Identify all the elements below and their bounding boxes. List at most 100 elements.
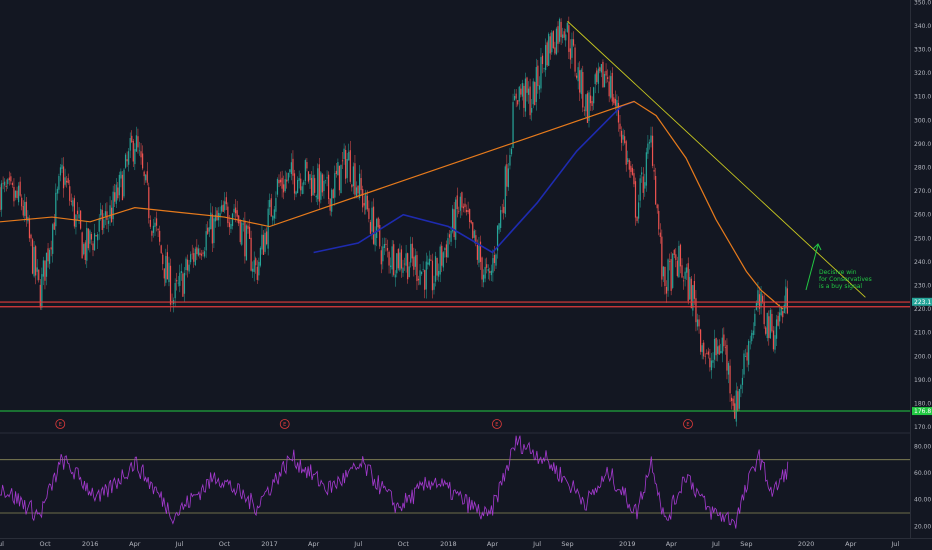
candle-body <box>137 136 139 148</box>
candle-body <box>452 208 454 232</box>
candle-body <box>118 174 120 196</box>
candle-body <box>467 210 469 213</box>
candle-body <box>256 266 258 280</box>
candle-body <box>723 334 725 347</box>
candle-body <box>255 258 257 266</box>
candle-body <box>309 174 311 181</box>
candle-body <box>707 351 709 355</box>
candle-body <box>159 230 161 242</box>
candle-body <box>335 170 337 175</box>
candle-body <box>142 153 144 169</box>
candle-body <box>140 151 142 158</box>
candle-body <box>67 178 69 184</box>
buy-signal-arrow <box>805 244 819 291</box>
candle-body <box>213 218 215 244</box>
candle-body <box>541 55 544 65</box>
earnings-marker[interactable] <box>491 419 502 429</box>
candle-body <box>647 143 649 154</box>
candle-body <box>650 135 652 143</box>
candle-body <box>388 251 390 266</box>
candle-body <box>507 168 509 188</box>
candle-body <box>580 69 582 95</box>
candle-body <box>0 183 3 210</box>
candle-body <box>52 224 54 254</box>
candle-body <box>487 268 489 272</box>
candle-body <box>718 345 720 355</box>
rsi-axis[interactable]: 80.00 60.00 40.00 20.00 <box>914 443 931 530</box>
candle-body <box>782 311 784 318</box>
candle-body <box>777 315 779 326</box>
earnings-marker[interactable] <box>55 419 66 429</box>
candle-body <box>737 391 739 411</box>
candle-body <box>473 230 475 238</box>
candle-body <box>371 207 373 232</box>
candle-body <box>524 78 527 112</box>
candle-body <box>75 214 77 228</box>
candle-body <box>300 178 302 191</box>
candle-body <box>390 265 392 267</box>
candle-body <box>687 263 689 302</box>
candle-body <box>572 39 575 46</box>
candle-body <box>534 82 536 106</box>
candle-body <box>771 313 773 332</box>
candle-body <box>489 271 491 273</box>
candle-body <box>780 307 782 316</box>
candle-body <box>292 158 294 176</box>
candle-body <box>4 181 6 186</box>
candle-body <box>735 390 737 422</box>
candle-body <box>244 220 246 257</box>
candle-body <box>605 70 607 76</box>
candle-body <box>279 179 282 183</box>
candle-body <box>562 34 564 39</box>
level-label-badge: 176.8 <box>912 407 932 416</box>
earnings-marker[interactable] <box>279 419 290 429</box>
candle-body <box>190 254 192 263</box>
candle-body <box>39 284 41 308</box>
candle-body <box>348 151 350 161</box>
candle-body <box>59 167 62 176</box>
candle-body <box>101 209 103 230</box>
price-tick-label: 170.0 <box>914 424 931 431</box>
candle-body <box>738 388 740 409</box>
price-axis[interactable]: 350.0 340.0 330.0 320.0 310.0 300.0 290.0 280.0… <box>914 0 931 431</box>
candle-body <box>377 217 379 228</box>
candle-body <box>369 222 372 234</box>
candle-body <box>641 172 643 175</box>
candle-body <box>250 237 252 271</box>
candle-body <box>166 252 168 280</box>
candle-body <box>317 168 319 200</box>
moving-average-above-line <box>0 100 784 310</box>
candle-body <box>338 165 341 191</box>
candle-body <box>264 232 266 252</box>
candle-body <box>704 355 706 357</box>
rsi-tick-label: 40.00 <box>914 497 931 504</box>
candle-body <box>523 85 525 108</box>
candle-body <box>496 225 499 251</box>
candle-body <box>695 298 697 323</box>
candle-body <box>109 205 111 219</box>
candle-body <box>340 164 342 194</box>
candle-body <box>441 245 443 266</box>
candle-body <box>70 200 72 202</box>
candle-body <box>633 173 635 185</box>
candle-body <box>484 266 486 279</box>
candle-body <box>558 19 561 42</box>
candle-body <box>219 213 221 218</box>
candle-body <box>236 210 238 217</box>
candle-body <box>486 264 488 268</box>
candle-body <box>579 70 581 93</box>
price-tick-label: 280.0 <box>914 165 931 172</box>
candle-body <box>379 224 381 247</box>
time-axis[interactable]: Jul Oct 2016 Apr Jul Oct 2017 Apr Jul Oct 2018 Apr J… <box>0 540 899 548</box>
descending-trendline[interactable] <box>567 20 866 298</box>
earnings-marker[interactable] <box>683 419 693 429</box>
candle-body <box>555 28 558 55</box>
candle-body <box>527 88 530 95</box>
candle-body <box>321 174 323 193</box>
candle-body <box>25 201 27 221</box>
rsi-tick-label: 20.00 <box>914 523 931 530</box>
candle-body <box>87 228 89 249</box>
candle-body <box>241 222 243 245</box>
candle-body <box>622 134 624 140</box>
candle-body <box>261 234 263 250</box>
